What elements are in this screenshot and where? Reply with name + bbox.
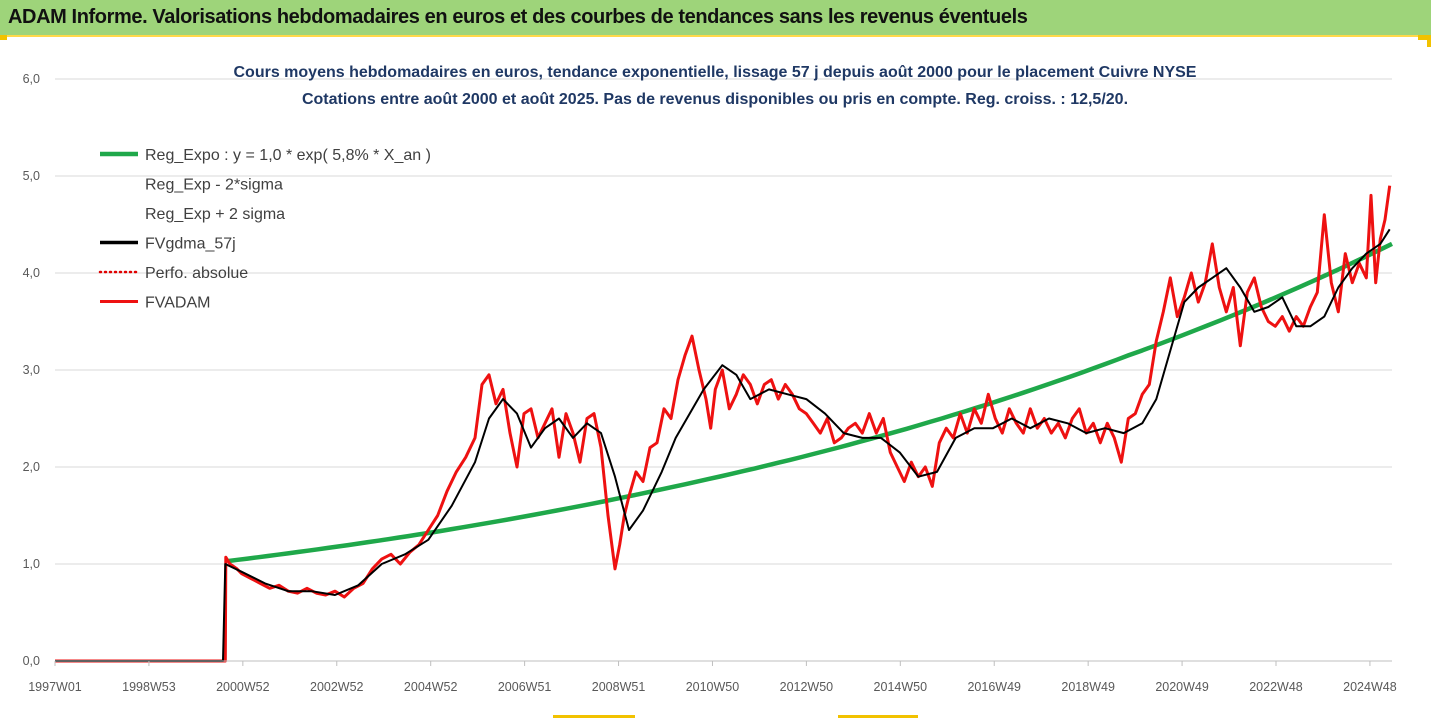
y-tick-label: 2,0 (23, 460, 40, 474)
chart-legend: Reg_Expo : y = 1,0 * exp( 5,8% * X_an ) R… (98, 147, 431, 312)
y-tick-label: 5,0 (23, 169, 40, 183)
chart-series (55, 185, 1393, 663)
y-tick-label: 1,0 (23, 557, 40, 571)
series-reg-expo (227, 241, 1393, 564)
x-tick-label: 2024W48 (1343, 680, 1397, 694)
series-sigma-minus (228, 425, 1392, 605)
legend-label-sigma-plus: Reg_Exp + 2 sigma (145, 206, 285, 223)
legend-label-fvadam: FVADAM (145, 295, 210, 312)
y-tick-label: 6,0 (23, 72, 40, 86)
header-banner: ADAM Informe. Valorisations hebdomadaire… (0, 0, 1431, 37)
x-tick-label: 2020W49 (1155, 680, 1209, 694)
x-tick-label: 2012W50 (780, 680, 834, 694)
x-tick-label: 2002W52 (310, 680, 364, 694)
chart-axes: 0,0 1,0 2,0 3,0 4,0 5,0 6,0 1997W01 1998W53 2000W… (23, 72, 1397, 694)
legend-label-perfo: Perfo. absolue (145, 265, 248, 282)
x-tick-label: 2016W49 (967, 680, 1021, 694)
x-tick-label: 2022W48 (1249, 680, 1303, 694)
y-tick-label: 4,0 (23, 266, 40, 280)
x-tick-label: 1998W53 (122, 680, 176, 694)
yellow-corner-top-left (0, 35, 7, 40)
legend-label-smooth: FVgdma_57j (145, 236, 236, 253)
yellow-corner-right-edge (1427, 35, 1431, 47)
chart-title-line-2: Cotations entre août 2000 et août 2025. … (302, 91, 1128, 108)
legend-label-reg-expo: Reg_Expo : y = 1,0 * exp( 5,8% * X_an ) (145, 147, 431, 164)
x-tick-label: 2014W50 (874, 680, 928, 694)
yellow-bottom-mark-1 (553, 715, 635, 718)
page-title: ADAM Informe. Valorisations hebdomadaire… (8, 6, 1028, 28)
x-tick-label: 2000W52 (216, 680, 270, 694)
x-tick-label: 2008W51 (592, 680, 646, 694)
chart: 0,0 1,0 2,0 3,0 4,0 5,0 6,0 1997W01 1998W53 2000W… (23, 64, 1397, 694)
legend-label-sigma-minus: Reg_Exp - 2*sigma (145, 177, 283, 194)
x-tick-label: 2018W49 (1061, 680, 1115, 694)
y-tick-label: 3,0 (23, 363, 40, 377)
y-tick-label: 0,0 (23, 654, 40, 668)
chart-title-line-1: Cours moyens hebdomadaires en euros, ten… (234, 64, 1197, 81)
x-tick-label: 2010W50 (686, 680, 740, 694)
yellow-bottom-mark-2 (838, 715, 918, 718)
x-tick-label: 1997W01 (28, 680, 82, 694)
x-tick-label: 2006W51 (498, 680, 552, 694)
yellow-corner-top-right (1418, 35, 1431, 40)
x-tick-label: 2004W52 (404, 680, 458, 694)
series-smooth (55, 228, 1391, 662)
series-fvadam (55, 185, 1392, 663)
